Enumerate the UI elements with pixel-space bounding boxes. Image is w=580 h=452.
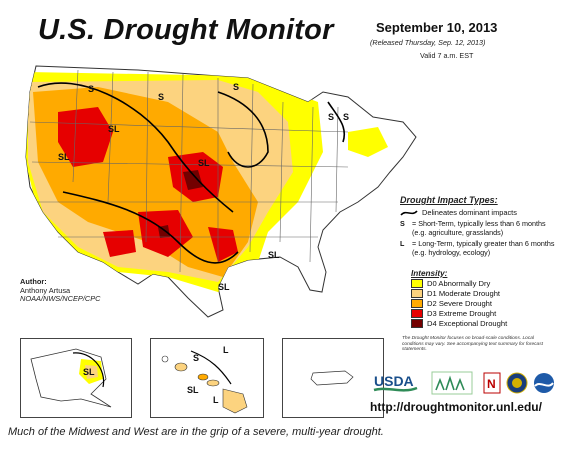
swatch-d1 [411,289,423,298]
unl-logo: N [483,372,501,394]
long-term-row: L = Long-Term, typically greater than 6 … [400,239,560,257]
label-l: L [213,395,219,405]
label-s: S [343,112,349,122]
impact-legend: Drought Impact Types: Delineates dominan… [400,195,560,257]
author-org: NOAA/NWS/NCEP/CPC [20,294,101,303]
label-sl: SL [218,282,230,292]
label-sl: SL [198,158,210,168]
caption: Much of the Midwest and West are in the … [8,426,384,438]
us-drought-map: S S S S S SL SL SL SL SL [25,65,417,318]
long-term-key: L [400,239,405,249]
label-s: S [158,92,164,102]
short-term-row: S = Short-Term, typically less than 6 mo… [400,219,560,237]
release-date: (Released Thursday, Sep. 12, 2013) [370,38,486,47]
delineates-row: Delineates dominant impacts [400,208,560,217]
drought-region-d4a [183,170,203,190]
impact-labels: S S S S S SL SL SL SL SL [58,82,349,292]
author-heading: Author: [20,277,47,286]
short-term-key: S [400,219,405,228]
label-s: S [88,84,94,94]
label-l: L [223,345,229,355]
delineates-text: Delineates dominant impacts [422,208,517,217]
label-s: S [233,82,239,92]
label-sl: SL [187,385,199,395]
intensity-heading: Intensity: [411,269,448,278]
impact-lines [37,82,346,264]
map-title: U.S. Drought Monitor [38,14,334,46]
legend-item-d4: D4 Exceptional Drought [411,319,551,328]
hawaii-inset: S L SL L [150,338,264,418]
state-borders [29,69,349,273]
long-term-text: = Long-Term, typically greater than 6 mo… [412,239,555,257]
legend-item-d3: D3 Extreme Drought [411,309,551,318]
noaa-logo [534,373,554,393]
short-term-text: = Short-Term, typically less than 6 mont… [412,219,546,237]
impact-line-icon [400,209,418,216]
label-sl: SL [83,367,95,377]
agency-logos: USDA N [372,368,562,398]
note-text: The Drought Monitor focuses on broad-sca… [402,336,543,353]
usda-text: USDA [374,373,414,389]
ndmc-logo [431,371,473,395]
drought-region-d3d [208,227,238,262]
svg-text:N: N [487,377,496,391]
swatch-d0 [411,279,423,288]
label-s: S [328,112,334,122]
doc-seal [506,372,528,394]
legend-item-d2: D2 Severe Drought [411,299,551,308]
author-block: Author: Anthony Artusa NOAA/NWS/NCEP/CPC [20,277,101,304]
drought-region-d0ne [348,127,388,157]
alaska-inset: SL [20,338,132,418]
hawaii-map: S L SL L [161,345,248,414]
usda-logo: USDA [373,373,418,392]
map-date: September 10, 2013 [376,20,498,35]
author-name: Anthony Artusa [20,285,71,295]
valid-time: Valid 7 a.m. EST [420,51,474,60]
swatch-d2 [411,299,423,308]
label-sl: SL [268,250,280,260]
legend-item-d0: D0 Abnormally Dry [411,279,551,288]
website-url[interactable]: http://droughtmonitor.unl.edu/ [370,400,542,414]
label-s: S [193,353,199,363]
label-sl: SL [108,124,120,134]
swatch-d3 [411,309,423,318]
impact-types-heading: Drought Impact Types: [400,195,498,205]
intensity-legend: Intensity: D0 Abnormally Dry D1 Moderate… [411,269,551,329]
drought-region-d3a [58,107,113,167]
puerto-rico-inset [282,338,384,418]
swatch-d4 [411,319,423,328]
alaska-map: SL [30,348,112,408]
logos-strip: USDA N [373,371,554,395]
legend-item-d1: D1 Moderate Drought [411,289,551,298]
label-sl: SL [58,152,70,162]
puerto-rico-map [310,370,354,386]
